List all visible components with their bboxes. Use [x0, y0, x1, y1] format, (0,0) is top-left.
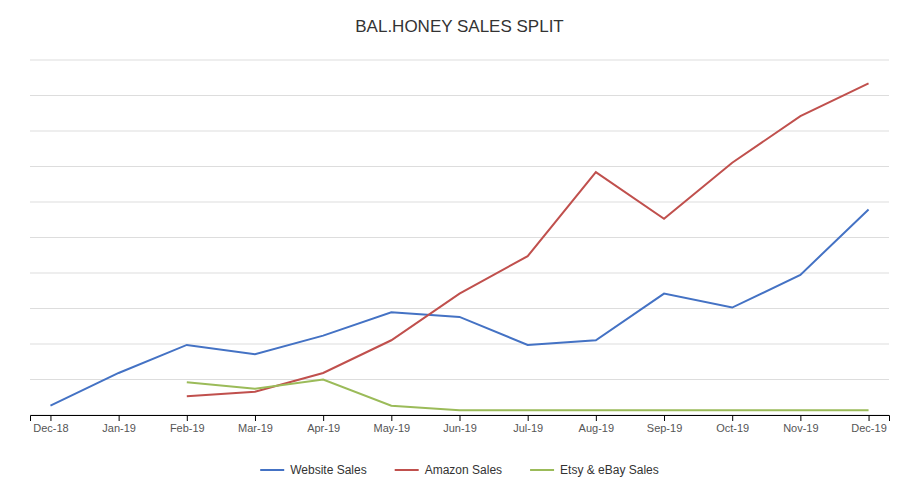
legend-label: Etsy & eBay Sales — [560, 463, 659, 477]
grid-line — [30, 344, 889, 345]
x-tick: Nov-19 — [783, 415, 818, 434]
x-tick: Apr-19 — [307, 415, 340, 434]
grid — [30, 60, 889, 415]
legend-item: Amazon Sales — [395, 463, 502, 477]
grid-line — [30, 379, 889, 380]
legend-item: Etsy & eBay Sales — [530, 463, 659, 477]
legend-label: Amazon Sales — [425, 463, 502, 477]
x-tick-mark — [664, 415, 665, 421]
legend-swatch — [530, 469, 554, 471]
series-line — [187, 83, 869, 396]
x-tick: Sep-19 — [647, 415, 682, 434]
x-tick: Feb-19 — [170, 415, 205, 434]
legend-label: Website Sales — [290, 463, 366, 477]
plot: Dec-18 Jan-19 Feb-19 Mar-19 Apr-19 May-19 Jun-… — [30, 60, 890, 434]
x-tick-mark — [255, 415, 256, 421]
legend-swatch — [260, 469, 284, 471]
x-axis: Dec-18 Jan-19 Feb-19 Mar-19 Apr-19 May-19 Jun-… — [31, 415, 890, 434]
x-tick-mark — [732, 415, 733, 421]
x-axis-line — [31, 416, 890, 422]
x-tick-mark — [50, 415, 51, 421]
x-tick-mark — [460, 415, 461, 421]
x-tick-mark — [800, 415, 801, 421]
grid-line — [30, 202, 889, 203]
x-tick: May-19 — [373, 415, 410, 434]
x-tick-mark — [119, 415, 120, 421]
title: BAL.HONEY SALES SPLIT — [355, 17, 564, 36]
grid-line — [30, 166, 889, 167]
x-tick: Dec-19 — [851, 415, 886, 434]
grid-line — [30, 237, 889, 238]
x-tick-label: Nov-19 — [783, 422, 818, 434]
x-tick-label: Feb-19 — [170, 422, 205, 434]
x-tick: Mar-19 — [238, 415, 273, 434]
x-tick-label: May-19 — [373, 422, 410, 434]
legend-swatch — [395, 469, 419, 471]
x-tick: Jan-19 — [102, 415, 136, 434]
x-tick-mark — [869, 415, 870, 421]
grid-line — [30, 273, 889, 274]
grid-line — [30, 131, 889, 132]
x-tick-label: Dec-18 — [33, 422, 68, 434]
x-tick-label: Aug-19 — [579, 422, 614, 434]
grid-line — [30, 95, 889, 96]
series-line — [50, 209, 868, 405]
chart: BAL.HONEY SALES SPLIT Dec-18 Jan-19 Feb-19 M… — [0, 0, 919, 500]
x-tick-label: Jan-19 — [102, 422, 136, 434]
x-tick-label: Jun-19 — [443, 422, 477, 434]
x-tick-label: Jul-19 — [513, 422, 543, 434]
x-tick-mark — [596, 415, 597, 421]
lines — [50, 83, 868, 410]
x-tick-label: Apr-19 — [307, 422, 340, 434]
x-tick-mark — [528, 415, 529, 421]
x-tick-mark — [187, 415, 188, 421]
x-tick: Dec-18 — [33, 415, 68, 434]
x-tick: Jul-19 — [513, 415, 543, 434]
legend: Website Sales Amazon Sales Etsy & eBay Sal… — [260, 463, 659, 477]
x-tick: Aug-19 — [579, 415, 614, 434]
x-tick-label: Mar-19 — [238, 422, 273, 434]
grid-line — [30, 60, 889, 61]
legend-item: Website Sales — [260, 463, 366, 477]
x-tick-label: Dec-19 — [851, 422, 886, 434]
x-tick-label: Sep-19 — [647, 422, 682, 434]
x-tick-label: Oct-19 — [716, 422, 749, 434]
x-tick: Oct-19 — [716, 415, 749, 434]
x-tick: Jun-19 — [443, 415, 477, 434]
x-tick-mark — [391, 415, 392, 421]
series-line — [187, 380, 869, 411]
grid-line — [30, 308, 889, 309]
x-tick-mark — [323, 415, 324, 421]
